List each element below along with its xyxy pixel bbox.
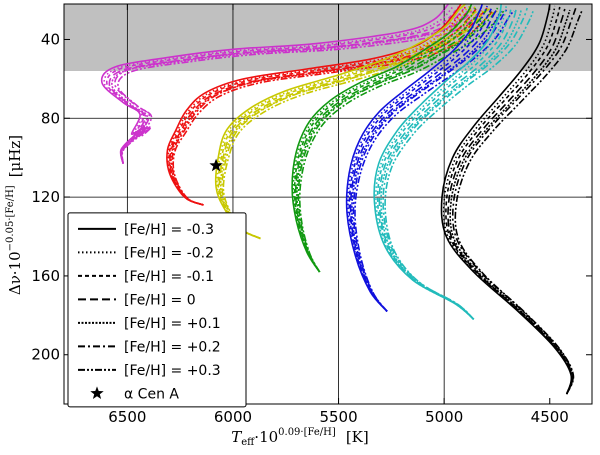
track-line xyxy=(349,8,498,312)
y-tick-label: 160 xyxy=(31,267,60,285)
track-line xyxy=(354,10,515,312)
x-tick-label: 5000 xyxy=(425,408,463,426)
y-tick-label: 40 xyxy=(41,30,60,48)
track-line xyxy=(294,8,488,273)
legend-label: [Fe/H] = +0.1 xyxy=(124,316,221,332)
track-line xyxy=(380,9,522,320)
x-tick-label: 6000 xyxy=(214,408,252,426)
track-line xyxy=(292,5,478,273)
track-line xyxy=(351,9,503,312)
track-line xyxy=(172,10,494,206)
tracks xyxy=(100,4,583,395)
x-axis-label: Teff·100.09·[Fe/H] [K] xyxy=(231,427,368,448)
legend-box xyxy=(67,212,247,408)
legend-label: [Fe/H] = -0.3 xyxy=(124,222,214,238)
alpha-cen-a-marker xyxy=(209,158,223,172)
track-line xyxy=(378,8,517,320)
x-tick-label: 6500 xyxy=(108,408,146,426)
x-tick-label: 5500 xyxy=(319,408,357,426)
track-line xyxy=(296,9,493,273)
track-line xyxy=(105,6,459,164)
legend: [Fe/H] = -0.3 [Fe/H] = -0.2 [Fe/H] = -0.1 [… xyxy=(67,212,247,408)
track-line xyxy=(445,6,573,395)
track-line xyxy=(117,10,481,164)
y-tick-label: 200 xyxy=(31,346,60,364)
track-line xyxy=(347,5,488,312)
y-axis-label: Δν·10−0.05·[Fe/H][μHz] xyxy=(5,135,24,295)
track-line xyxy=(214,4,466,240)
track-line xyxy=(298,10,505,273)
track-line xyxy=(297,7,499,273)
legend-star-icon xyxy=(90,386,104,399)
legend-label: [Fe/H] = 0 xyxy=(124,292,196,308)
track-line xyxy=(454,10,583,395)
track-line xyxy=(171,7,488,206)
x-tick-label: 4500 xyxy=(531,408,569,426)
track-line xyxy=(384,10,534,320)
plot-frame xyxy=(63,3,593,405)
y-tick-label: 120 xyxy=(31,188,60,206)
track-line xyxy=(219,9,486,240)
track-line xyxy=(352,7,509,312)
legend-label: [Fe/H] = -0.2 xyxy=(124,245,214,261)
axis-ticks: 6500 6000 5500 5000 4500 40 80 120 160 200 xyxy=(31,4,592,426)
track-line xyxy=(221,7,492,240)
legend-label: [Fe/H] = -0.1 xyxy=(124,269,214,285)
legend-label: [Fe/H] = +0.3 xyxy=(124,363,221,379)
y-tick-label: 80 xyxy=(41,109,60,127)
alpha-cen-a-star-icon xyxy=(209,158,223,172)
legend-label: α Cen A xyxy=(124,386,179,402)
legend-label: [Fe/H] = +0.2 xyxy=(124,339,221,355)
